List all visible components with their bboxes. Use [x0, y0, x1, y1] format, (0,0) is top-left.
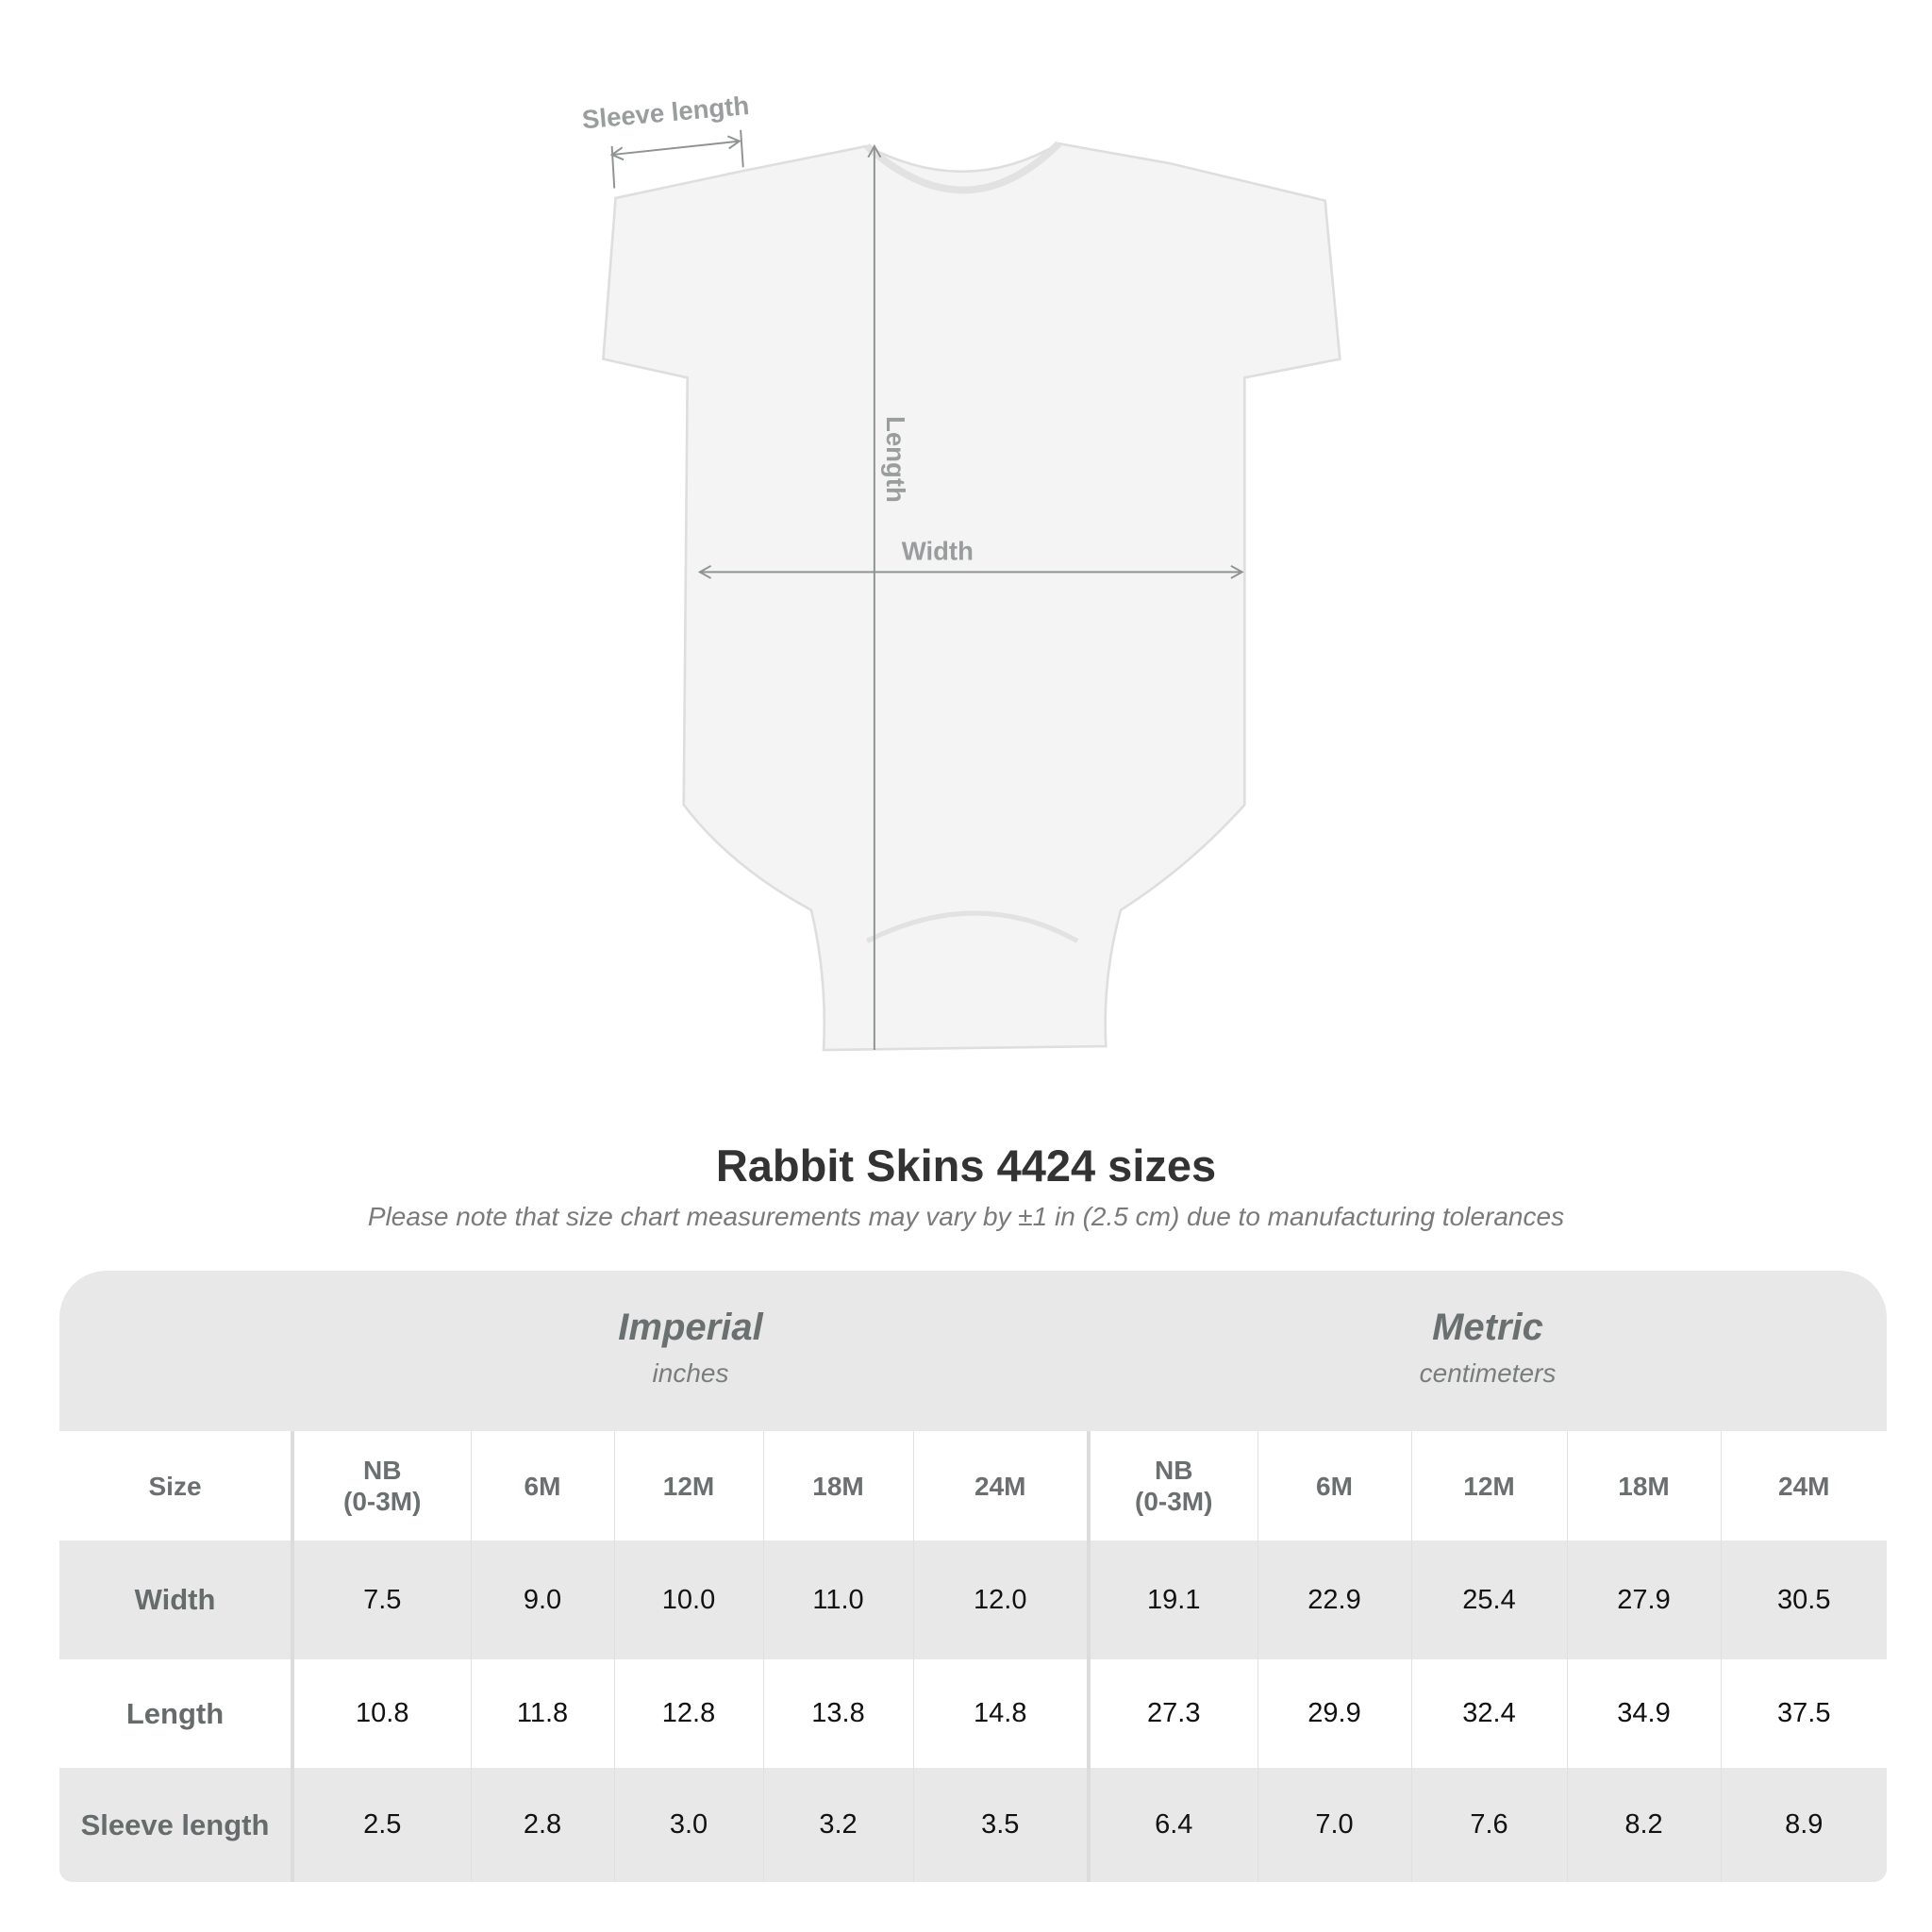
size-header-imperial: NB (0-3M) — [291, 1431, 471, 1541]
onesie-diagram: Sleeve length Length Width — [581, 91, 1341, 1052]
cell-imperial: 3.5 — [912, 1768, 1089, 1882]
cell-metric: 7.0 — [1257, 1768, 1411, 1882]
row-label: Width — [59, 1541, 294, 1659]
cell-imperial: 9.0 — [470, 1541, 614, 1659]
page-title: Rabbit Skins 4424 sizes — [715, 1141, 1217, 1191]
cell-imperial: 12.8 — [613, 1659, 763, 1768]
metric-unit: centimeters — [1419, 1358, 1557, 1388]
imperial-unit: inches — [652, 1358, 729, 1388]
cell-imperial: 11.8 — [470, 1659, 614, 1768]
size-table: Imperial inches Metric centimeters Size N… — [59, 1271, 1887, 1882]
size-header-metric: 6M — [1257, 1431, 1411, 1541]
cell-imperial: 10.8 — [291, 1659, 471, 1768]
cell-metric: 27.9 — [1566, 1541, 1721, 1659]
cell-metric: 8.9 — [1720, 1768, 1887, 1882]
size-header-metric: 24M — [1720, 1431, 1887, 1541]
size-header-imperial: 24M — [912, 1431, 1089, 1541]
size-header-row: Size NB (0-3M) 6M 12M 18M 24M NB (0-3M) 6M 12M 18… — [59, 1431, 1887, 1541]
cell-metric: 25.4 — [1410, 1541, 1567, 1659]
width-label: Width — [902, 536, 974, 565]
cell-metric: 7.6 — [1410, 1768, 1567, 1882]
size-header-imperial: 12M — [613, 1431, 763, 1541]
cell-metric: 19.1 — [1087, 1541, 1257, 1659]
metric-header: Metric centimeters — [1089, 1271, 1887, 1431]
cell-imperial: 3.2 — [762, 1768, 913, 1882]
row-label: Length — [59, 1659, 294, 1768]
size-header-imperial: 6M — [470, 1431, 614, 1541]
cell-metric: 32.4 — [1410, 1659, 1567, 1768]
row-label: Sleeve length — [59, 1768, 294, 1882]
leg-opening — [865, 910, 1079, 943]
cell-imperial: 14.8 — [912, 1659, 1089, 1768]
size-header-metric: NB (0-3M) — [1087, 1431, 1257, 1541]
size-header-metric: 12M — [1410, 1431, 1567, 1541]
collar — [864, 141, 1062, 194]
size-header-imperial: 18M — [762, 1431, 913, 1541]
cell-imperial: 13.8 — [762, 1659, 913, 1768]
cell-metric: 27.3 — [1087, 1659, 1257, 1768]
sleeve-length-label: Sleeve length — [581, 91, 751, 134]
cell-imperial: 3.0 — [613, 1768, 763, 1882]
cell-metric: 8.2 — [1566, 1768, 1721, 1882]
cell-metric: 30.5 — [1720, 1541, 1887, 1659]
table-row: Width 7.5 9.0 10.0 11.0 12.0 19.1 22.9 25.4 27.9 3… — [59, 1541, 1887, 1659]
cell-imperial: 10.0 — [613, 1541, 763, 1659]
cell-imperial: 7.5 — [291, 1541, 471, 1659]
length-label: Length — [881, 416, 910, 503]
size-header-metric: 18M — [1566, 1431, 1721, 1541]
sleeve-length-arrow — [609, 135, 741, 161]
cell-metric: 29.9 — [1257, 1659, 1411, 1768]
cell-metric: 37.5 — [1720, 1659, 1887, 1768]
onesie-body — [602, 142, 1341, 1052]
tolerance-note: Please note that size chart measurements… — [367, 1202, 1565, 1231]
cell-metric: 22.9 — [1257, 1541, 1411, 1659]
imperial-title: Imperial — [618, 1307, 763, 1348]
cell-imperial: 11.0 — [762, 1541, 913, 1659]
cell-imperial: 2.8 — [470, 1768, 614, 1882]
metric-title: Metric — [1432, 1307, 1543, 1348]
imperial-header: Imperial inches — [292, 1271, 1089, 1431]
row-label: Size — [59, 1431, 294, 1541]
table-row: Length 10.8 11.8 12.8 13.8 14.8 27.3 29.9 32.4 34… — [59, 1659, 1887, 1768]
cell-imperial: 2.5 — [291, 1768, 471, 1882]
cell-imperial: 12.0 — [912, 1541, 1089, 1659]
cell-metric: 34.9 — [1566, 1659, 1721, 1768]
cell-metric: 6.4 — [1087, 1768, 1257, 1882]
size-grid: Size NB (0-3M) 6M 12M 18M 24M NB (0-3M) 6M 12M 18… — [59, 1431, 1887, 1882]
table-row: Sleeve length 2.5 2.8 3.0 3.2 3.5 6.4 7.0 7.6 8.2… — [59, 1768, 1887, 1882]
